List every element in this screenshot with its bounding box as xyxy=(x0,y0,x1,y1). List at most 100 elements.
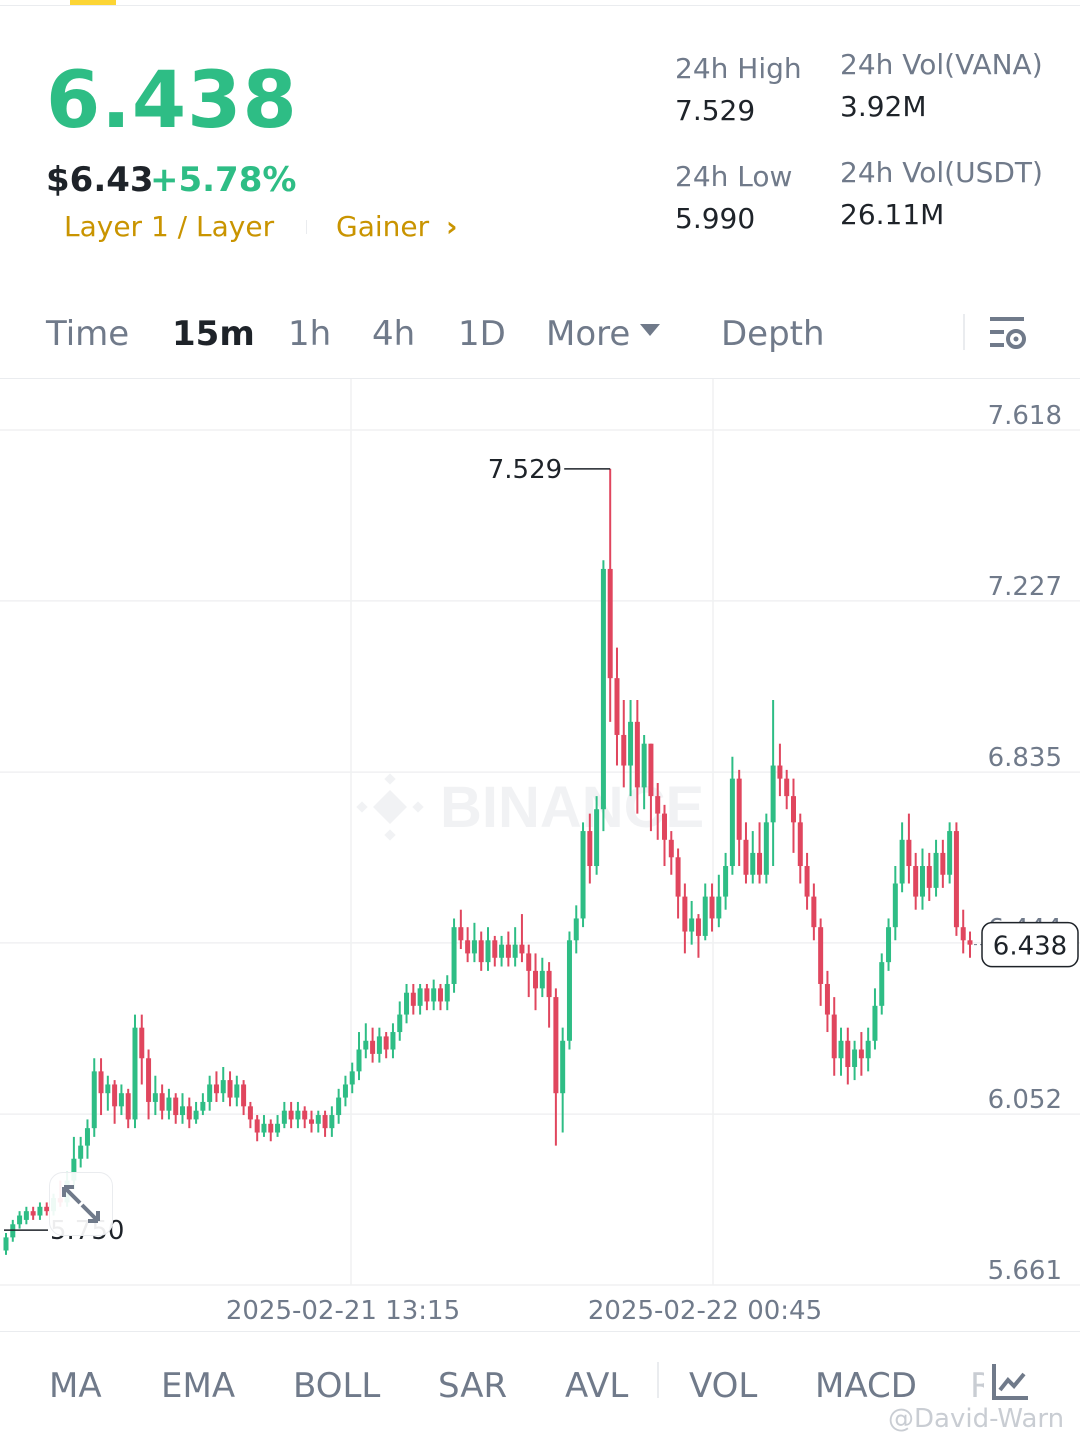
tag-gainer[interactable]: Gainer xyxy=(336,210,430,243)
candle-body xyxy=(390,1032,396,1050)
candle-body xyxy=(315,1115,321,1124)
candle-body xyxy=(573,918,579,941)
candle-body xyxy=(451,927,457,984)
candle-body xyxy=(234,1084,240,1098)
tab-depth[interactable]: Depth xyxy=(721,314,825,354)
candle-body xyxy=(471,940,477,954)
candle-body xyxy=(78,1145,84,1159)
candle-body xyxy=(180,1106,186,1116)
candle-body xyxy=(770,765,776,823)
tab-4h[interactable]: 4h xyxy=(372,314,416,354)
candle-body xyxy=(125,1093,131,1120)
candle-body xyxy=(526,953,532,971)
candle-body xyxy=(621,734,627,766)
candle-body xyxy=(71,1158,77,1181)
candle-body xyxy=(254,1119,260,1133)
candle-body xyxy=(655,796,661,814)
candlestick-chart[interactable]: BINANCE 7.6187.2276.8356.4446.0525.66120… xyxy=(0,379,1080,1331)
indicator-avl[interactable]: AVL xyxy=(565,1366,629,1406)
indicator-ema[interactable]: EMA xyxy=(161,1366,236,1406)
candle-body xyxy=(580,831,586,919)
indicator-settings-icon[interactable] xyxy=(990,1362,1030,1402)
candle-body xyxy=(152,1093,158,1102)
candle-body xyxy=(648,743,654,797)
candle-body xyxy=(628,721,634,766)
candle-body xyxy=(37,1206,43,1216)
tag-layer1[interactable]: Layer 1 / Layer xyxy=(64,210,275,243)
candle-body xyxy=(336,1097,342,1116)
candle-body xyxy=(288,1110,294,1120)
candle-body xyxy=(743,839,749,875)
candle-body xyxy=(913,866,919,897)
candle-body xyxy=(98,1071,104,1094)
candle-body xyxy=(91,1071,97,1129)
chart-settings-icon[interactable] xyxy=(988,314,1028,354)
candle-body xyxy=(906,839,912,867)
indicator-boll[interactable]: BOLL xyxy=(293,1366,381,1406)
candle-body xyxy=(84,1128,90,1146)
candle-body xyxy=(967,940,973,945)
candle-body xyxy=(349,1071,355,1085)
candle-body xyxy=(376,1036,382,1054)
candle-body xyxy=(220,1080,226,1094)
candle-body xyxy=(662,813,668,840)
chevron-right-icon[interactable]: › xyxy=(446,210,458,243)
tab-1h[interactable]: 1h xyxy=(288,314,332,354)
candles-layer xyxy=(3,468,973,1255)
candle-body xyxy=(23,1211,29,1220)
vol-base-value: 3.92M xyxy=(840,90,927,123)
candle-body xyxy=(695,918,701,936)
candle-body xyxy=(709,896,715,919)
tab-1d[interactable]: 1D xyxy=(458,314,506,354)
candle-body xyxy=(641,743,647,788)
candle-body xyxy=(804,866,810,897)
tab-15m[interactable]: 15m xyxy=(172,314,255,354)
high-marker-label: 7.529 xyxy=(488,455,562,485)
indicator-divider xyxy=(0,1331,1080,1332)
candle-body xyxy=(729,778,735,867)
candle-body xyxy=(424,988,430,1002)
candle-body xyxy=(397,1014,403,1033)
change-percent: +5.78% xyxy=(150,160,297,200)
tabs-separator xyxy=(963,314,965,350)
candle-body xyxy=(227,1080,233,1098)
indicator-rsi-partial[interactable]: R xyxy=(970,1366,984,1406)
footer-watermark: @David-Warn xyxy=(888,1404,1065,1434)
indicator-ma[interactable]: MA xyxy=(49,1366,102,1406)
candle-body xyxy=(3,1237,9,1251)
candle-body xyxy=(159,1093,165,1111)
vol-base-label: 24h Vol(VANA) xyxy=(840,48,1043,81)
indicator-vol[interactable]: VOL xyxy=(689,1366,758,1406)
candle-body xyxy=(499,944,505,958)
y-tick-label: 7.618 xyxy=(988,401,1062,431)
tab-more[interactable]: More xyxy=(546,314,631,354)
candle-body xyxy=(505,944,511,958)
candle-body xyxy=(668,839,674,858)
expand-button[interactable] xyxy=(49,1172,113,1236)
candle-body xyxy=(458,927,464,941)
y-tick-label: 6.835 xyxy=(988,743,1062,773)
y-tick-label: 6.052 xyxy=(988,1085,1062,1115)
candle-body xyxy=(478,940,484,963)
candle-body xyxy=(17,1215,23,1225)
candle-body xyxy=(431,988,437,1002)
indicator-separator xyxy=(657,1362,659,1398)
candle-body xyxy=(146,1058,152,1102)
candle-body xyxy=(329,1115,335,1129)
candle-body xyxy=(118,1093,124,1107)
candle-body xyxy=(845,1040,851,1067)
expand-icon xyxy=(62,1185,100,1223)
tab-time[interactable]: Time xyxy=(46,314,130,354)
indicator-sar[interactable]: SAR xyxy=(438,1366,508,1406)
candle-body xyxy=(268,1123,274,1133)
candle-body xyxy=(723,866,729,897)
candle-body xyxy=(702,896,708,936)
candle-body xyxy=(444,983,450,1002)
caret-down-icon[interactable] xyxy=(640,324,660,336)
candle-body xyxy=(322,1115,328,1129)
candle-body xyxy=(383,1036,389,1050)
indicator-macd[interactable]: MACD xyxy=(815,1366,917,1406)
y-tick-label: 7.227 xyxy=(988,572,1062,602)
tabs-divider xyxy=(0,378,1080,379)
candle-body xyxy=(539,970,545,989)
